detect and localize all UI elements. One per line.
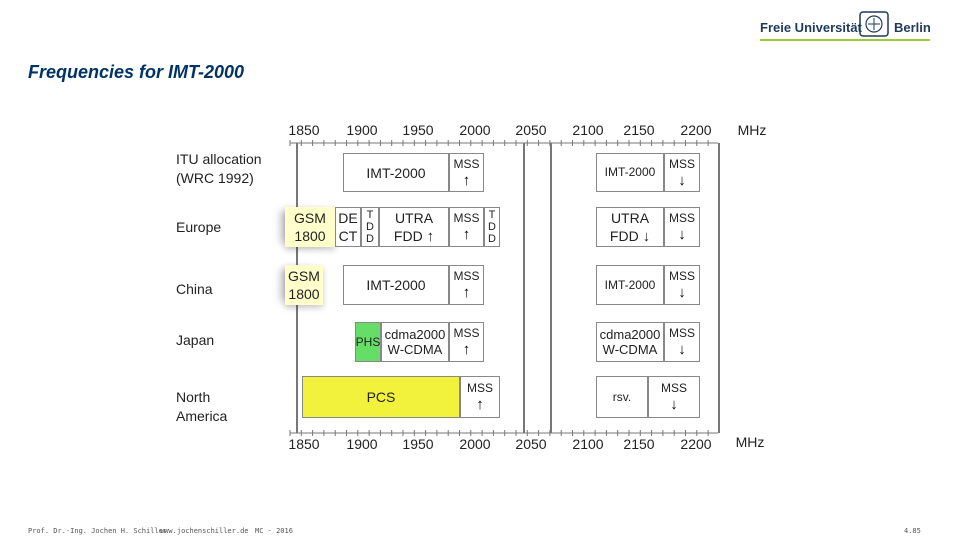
tick-label: 1900 — [346, 122, 378, 138]
down-arrow-icon: ↓ — [642, 227, 651, 245]
china-mss-low: MSS ↑ — [449, 265, 484, 305]
down-arrow-icon: ↓ — [678, 341, 686, 358]
na-pcs: PCS — [302, 376, 460, 418]
logo-text-2: Berlin — [894, 20, 931, 35]
tick-label: 1900 — [346, 436, 378, 452]
tick-label: 2000 — [459, 436, 491, 452]
row-label-europe: Europe — [176, 219, 222, 235]
grid-line-2050 — [523, 143, 525, 433]
row-label-japan: Japan — [176, 332, 215, 348]
grid-line-2220 — [718, 143, 720, 433]
down-arrow-icon: ↓ — [678, 284, 686, 301]
grid-line-2090 — [550, 143, 552, 433]
up-arrow-icon: ↑ — [462, 226, 471, 243]
na-mss-high: MSS ↓ — [648, 376, 700, 418]
down-arrow-icon: ↓ — [678, 226, 686, 243]
logo-underline — [760, 39, 930, 41]
row-label-north-america: North America — [176, 389, 228, 424]
tick-label: 2100 — [572, 122, 604, 138]
europe-dect: DE CT — [335, 207, 361, 247]
tick-label: 1850 — [288, 122, 320, 138]
up-arrow-icon: ↑ — [462, 171, 471, 189]
tick-label: 2150 — [623, 436, 655, 452]
tick-label: 1850 — [288, 436, 320, 452]
logo-text: Freie Universität — [760, 20, 862, 35]
tick-label: 1950 — [402, 122, 434, 138]
tick-label: 2000 — [459, 122, 491, 138]
japan-cdma-low: cdma2000 W-CDMA — [381, 322, 449, 362]
europe-mss-high: MSS ↓ — [664, 207, 700, 247]
tick-label: 2150 — [623, 122, 655, 138]
itu-imt2000-high: IMT-2000 — [596, 153, 664, 192]
europe-utra-fdd-low: UTRA FDD ↑ — [379, 207, 449, 247]
row-label-china: China — [176, 281, 213, 297]
up-arrow-icon: ↑ — [462, 284, 471, 301]
china-gsm1800: GSM 1800 — [285, 265, 323, 305]
tick-label: 1950 — [402, 436, 434, 452]
footer-course: MC - 2016 — [255, 527, 293, 535]
up-arrow-icon: ↑ — [462, 341, 471, 358]
row-label-itu: ITU allocation (WRC 1992) — [176, 151, 262, 186]
footer-author: Prof. Dr.-Ing. Jochen H. Schiller — [28, 527, 168, 535]
na-mss-low: MSS ↑ — [460, 376, 500, 418]
japan-phs: PHS — [355, 322, 381, 362]
axis-unit: MHz — [735, 434, 765, 450]
tick-label: 2200 — [680, 122, 712, 138]
page-title: Frequencies for IMT-2000 — [28, 62, 245, 82]
down-arrow-icon: ↓ — [670, 396, 678, 413]
seal-icon — [859, 11, 889, 37]
japan-mss-low: MSS ↑ — [449, 322, 484, 362]
europe-tdd-high: T D D — [484, 207, 500, 247]
tick-label: 2100 — [572, 436, 604, 452]
japan-mss-high: MSS ↓ — [664, 322, 700, 362]
europe-utra-fdd-high: UTRA FDD ↓ — [596, 207, 664, 247]
china-imt2000-high: IMT-2000 — [596, 265, 664, 305]
tick-label: 2050 — [515, 122, 547, 138]
axis-unit: MHz — [737, 122, 767, 138]
europe-tdd-low: T D D — [361, 207, 379, 247]
itu-mss-low: MSS ↑ — [449, 153, 484, 192]
tick-label: 2200 — [680, 436, 712, 452]
tick-label: 2050 — [515, 436, 547, 452]
up-arrow-icon: ↑ — [426, 227, 435, 245]
footer-page-number: 4.85 — [904, 527, 921, 535]
china-mss-high: MSS ↓ — [664, 265, 700, 305]
footer-url: www.jochenschiller.de — [160, 527, 249, 535]
up-arrow-icon: ↑ — [476, 396, 484, 413]
itu-mss-high: MSS ↓ — [664, 153, 700, 192]
europe-gsm1800: GSM 1800 — [285, 207, 335, 247]
na-reserved: rsv. — [596, 376, 648, 418]
japan-cdma-high: cdma2000 W-CDMA — [596, 322, 664, 362]
china-imt2000-low: IMT-2000 — [343, 265, 449, 305]
university-logo: Freie Universität Berlin — [760, 6, 931, 42]
europe-mss-low: MSS ↑ — [449, 207, 484, 247]
down-arrow-icon: ↓ — [678, 171, 686, 189]
itu-imt2000-low: IMT-2000 — [343, 153, 449, 192]
